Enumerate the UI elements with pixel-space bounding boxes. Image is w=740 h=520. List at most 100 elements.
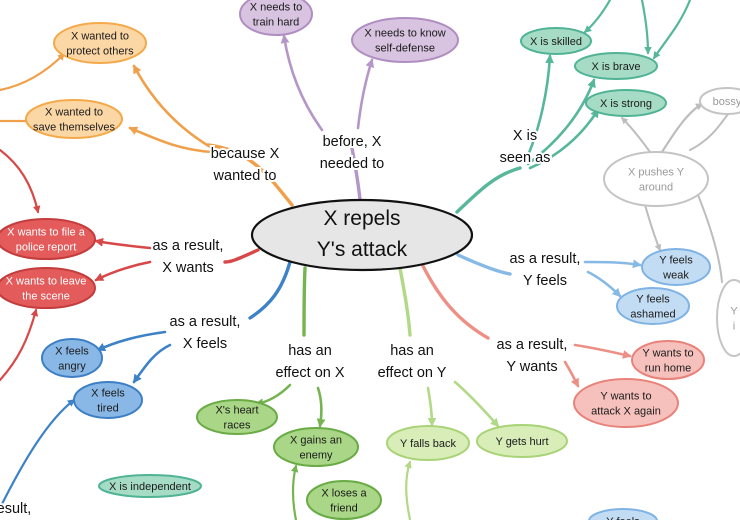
- relation-before-line-2: needed to: [320, 156, 385, 172]
- node-fallsback[interactable]: Y falls back: [386, 425, 470, 461]
- node-weak-line-1: Y feels: [659, 255, 693, 267]
- relation-effect_x-line-2: effect on X: [275, 365, 344, 381]
- edge-effx-heart: [254, 383, 292, 408]
- node-yfeels_bottom[interactable]: Y feels: [588, 508, 658, 520]
- node-independent-line-1: X is independent: [109, 481, 191, 493]
- node-protect[interactable]: X wanted to protect others: [53, 22, 147, 64]
- edge-effy: [398, 266, 412, 337]
- node-tired-line-1: X feels: [91, 388, 125, 400]
- center-node[interactable]: X repels Y's attack: [250, 198, 474, 272]
- node-protect-shape: [53, 22, 147, 64]
- node-pushes-shape: [603, 151, 709, 207]
- edge-gray-weak: [644, 204, 661, 252]
- node-angry-shape: [41, 338, 103, 378]
- relation-x_feels-line-2: X feels: [183, 336, 227, 352]
- node-gray_partial[interactable]: Yi: [716, 279, 740, 357]
- node-brave[interactable]: X is brave: [574, 52, 658, 80]
- edge-seen-brave: [526, 78, 596, 166]
- edge-bottom-enemy: [290, 464, 299, 520]
- node-enemy-shape: [273, 427, 359, 467]
- node-attackagain[interactable]: Y wants to attack X again: [573, 378, 679, 428]
- node-friend[interactable]: X loses a friend: [306, 480, 382, 520]
- node-enemy[interactable]: X gains an enemy: [273, 427, 359, 467]
- node-angry[interactable]: X feels angry: [41, 338, 103, 378]
- node-gray_partial-line-2: i: [733, 321, 735, 333]
- node-police-line-1: X wants to file a: [7, 227, 86, 239]
- node-strong-shape: [585, 89, 667, 117]
- relation-seen_as: X is seen as: [498, 126, 553, 168]
- relation-because-line-2: wanted to: [213, 168, 277, 184]
- edge-ywants: [420, 262, 490, 340]
- node-selfdef[interactable]: X needs to know self-defense: [351, 17, 459, 63]
- edge-top-brave: [652, 0, 692, 60]
- node-angry-line-1: X feels: [55, 346, 89, 358]
- node-fallsback-shape: [386, 425, 470, 461]
- node-ashamed[interactable]: Y feels ashamed: [616, 287, 690, 325]
- node-hurt[interactable]: Y gets hurt: [476, 424, 568, 458]
- node-strong[interactable]: X is strong: [585, 89, 667, 117]
- node-runhome-line-1: Y wants to: [642, 348, 693, 360]
- node-enemy-line-1: X gains an: [290, 435, 342, 447]
- node-gray_partial-line-1: Y: [730, 306, 738, 318]
- edge-seen-strong: [528, 108, 600, 170]
- edge-left-police: [0, 148, 41, 214]
- edge-seen: [455, 166, 522, 214]
- edge-gray-bossy: [660, 102, 704, 154]
- node-train-line-1: X needs to: [250, 2, 303, 14]
- edge-because-save: [128, 126, 214, 154]
- edge-before: [350, 146, 362, 202]
- node-tired-shape: [73, 381, 143, 419]
- relation-y_wants-line-2: Y wants: [506, 359, 557, 375]
- node-gray_partial-shape: [716, 279, 740, 357]
- node-train[interactable]: X needs to train hard: [239, 0, 313, 36]
- node-heart[interactable]: X's heart races: [196, 399, 278, 435]
- node-save[interactable]: X wanted to save themselves: [25, 99, 123, 139]
- node-bossy[interactable]: bossy: [699, 87, 740, 115]
- node-independent-shape: [98, 474, 202, 498]
- relation-x_wants: as a result, X wants: [151, 236, 226, 278]
- edge-effx-enemy: [316, 386, 326, 428]
- edge-yfeels-ashamed: [586, 270, 622, 298]
- node-weak[interactable]: Y feels weak: [641, 248, 711, 286]
- node-hurt-line-1: Y gets hurt: [496, 436, 549, 448]
- node-strong-line-1: X is strong: [600, 98, 652, 110]
- node-leave-shape: [0, 267, 96, 309]
- node-attackagain-shape: [573, 378, 679, 428]
- relation-because: because X wanted to: [209, 144, 282, 186]
- node-friend-line-2: friend: [330, 503, 358, 515]
- node-save-line-1: X wanted to: [45, 107, 103, 119]
- relation-x_wants-line-2: X wants: [162, 260, 214, 276]
- node-enemy-line-2: enemy: [299, 450, 333, 462]
- node-leave[interactable]: X wants to leave the scene: [0, 267, 96, 309]
- node-skilled[interactable]: X is skilled: [520, 27, 592, 55]
- relation-y_feels-line-2: Y feels: [523, 273, 567, 289]
- node-selfdef-shape: [351, 17, 459, 63]
- relation-partial_result-line-1: esult,: [0, 501, 31, 517]
- center-line-2: Y's attack: [317, 238, 408, 261]
- node-selfdef-line-1: X needs to know: [364, 28, 445, 40]
- node-police[interactable]: X wants to file a police report: [0, 218, 96, 260]
- relation-effect_x-line-1: has an: [288, 343, 332, 359]
- node-tired[interactable]: X feels tired: [73, 381, 143, 419]
- node-attackagain-line-1: Y wants to: [600, 391, 651, 403]
- node-pushes[interactable]: X pushes Y around: [603, 151, 709, 207]
- relation-effect_x: has an effect on X: [273, 341, 346, 383]
- node-bossy-shape: [699, 87, 740, 115]
- edge-ywants-runhome: [573, 343, 632, 359]
- node-selfdef-line-2: self-defense: [375, 43, 435, 55]
- relation-y_wants-line-1: as a result,: [497, 337, 568, 353]
- node-attackagain-line-2: attack X again: [591, 406, 661, 418]
- relation-x_wants-line-1: as a result,: [153, 238, 224, 254]
- relation-before-line-1: before, X: [323, 134, 382, 150]
- node-police-line-2: police report: [16, 242, 77, 254]
- relation-y_wants: as a result, Y wants: [495, 335, 570, 377]
- edge-xfeels-tired: [132, 343, 172, 384]
- node-runhome[interactable]: Y wants to run home: [631, 340, 705, 380]
- edge-xwants: [223, 248, 260, 264]
- node-runhome-shape: [631, 340, 705, 380]
- edge-before-selfdef: [356, 58, 375, 130]
- relation-because-line-1: because X: [211, 146, 280, 162]
- node-protect-line-2: protect others: [66, 46, 134, 58]
- node-independent[interactable]: X is independent: [98, 474, 202, 498]
